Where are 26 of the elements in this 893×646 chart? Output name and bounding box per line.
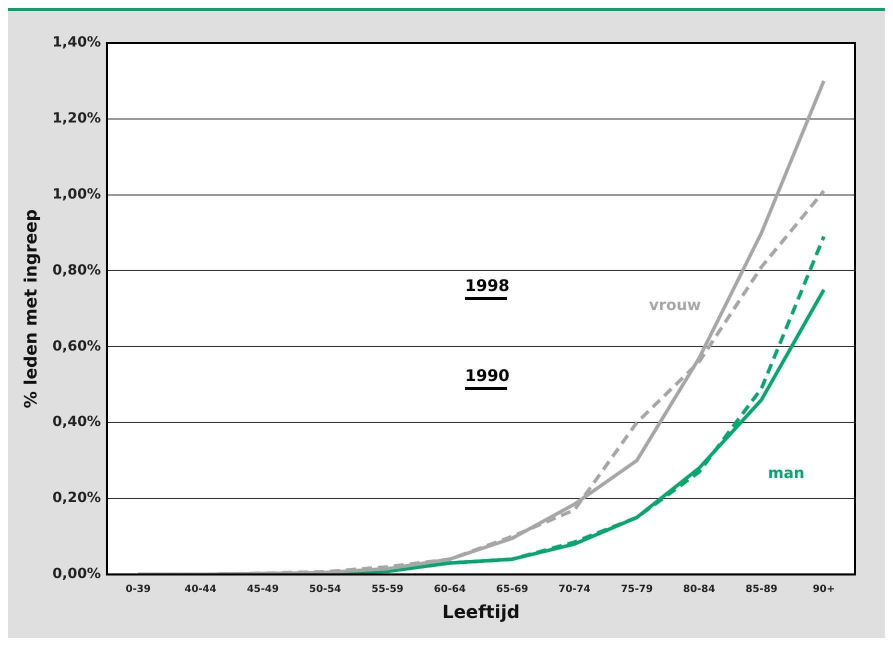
y-tick-label: 0,40% bbox=[52, 414, 101, 430]
x-tick-label: 75-79 bbox=[620, 584, 653, 595]
y-tick-label: 1,40% bbox=[52, 34, 101, 51]
annotation: man bbox=[768, 464, 804, 482]
x-tick-label: 70-74 bbox=[558, 584, 591, 595]
y-tick-label: 0,20% bbox=[52, 490, 101, 506]
x-tick-label: 0-39 bbox=[126, 584, 151, 595]
x-tick-label: 65-69 bbox=[496, 584, 528, 595]
annotation: vrouw bbox=[649, 296, 702, 314]
y-tick-label: 1,00% bbox=[52, 186, 101, 202]
x-tick-label: 55-59 bbox=[371, 584, 404, 595]
x-tick-label: 40-44 bbox=[184, 584, 217, 595]
annotation: 1990 bbox=[465, 366, 510, 385]
annotation: 1998 bbox=[465, 276, 510, 295]
x-tick-label: 90+ bbox=[812, 584, 835, 595]
y-tick-label: 1,20% bbox=[52, 110, 101, 127]
x-tick-label: 45-49 bbox=[246, 584, 279, 595]
y-tick-label: 0,60% bbox=[52, 338, 101, 354]
x-axis-title: Leeftijd bbox=[442, 602, 520, 623]
x-tick-label: 85-89 bbox=[746, 584, 778, 595]
y-tick-label: 0,80% bbox=[52, 262, 101, 278]
x-tick-label: 60-64 bbox=[434, 584, 466, 595]
x-tick-label: 50-54 bbox=[309, 584, 342, 595]
x-tick-label: 80-84 bbox=[683, 584, 716, 595]
y-tick-label: 0,00% bbox=[52, 566, 101, 582]
y-axis-title: % leden met ingreep bbox=[22, 209, 42, 408]
